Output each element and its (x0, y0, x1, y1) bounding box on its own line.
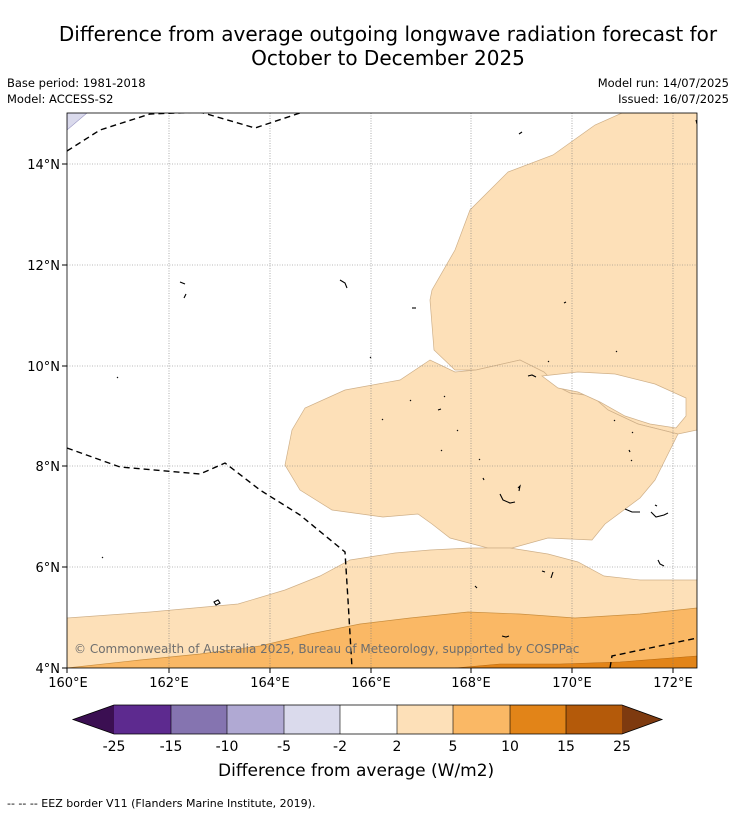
colorbar-label: -5 (277, 739, 291, 755)
colorbar-bin (340, 705, 397, 734)
colorbar-label: 2 (393, 739, 402, 755)
colorbar-under-arrow (73, 705, 114, 734)
meta-right: Model run: 14/07/2025 Issued: 16/07/2025 (598, 75, 729, 107)
colorbar-bin (453, 705, 510, 734)
colorbar-bin (171, 705, 227, 734)
colorbar-over-arrow (622, 705, 662, 734)
lon-tick-label: 162°E (149, 676, 189, 691)
lat-axis: 14°N 12°N 10°N 8°N 6°N 4°N (27, 158, 67, 677)
colorbar-label: 10 (501, 739, 519, 755)
colorbar-bin (397, 705, 453, 734)
colorbar-label: 5 (449, 739, 458, 755)
colorbar-label: -2 (333, 739, 347, 755)
colorbar-label: -25 (103, 739, 126, 755)
gridlines (67, 113, 697, 668)
lon-tick-label: 172°E (653, 676, 693, 691)
colorbar-bin (284, 705, 340, 734)
colorbar: -25 -15 -10 -5 -2 2 5 10 15 25 (71, 704, 664, 755)
lon-tick-label: 166°E (351, 676, 391, 691)
model-run: Model run: 14/07/2025 (597, 76, 729, 90)
map-title-line1: Difference from average outgoing longwav… (58, 22, 718, 46)
issued-date: Issued: 16/07/2025 (618, 92, 729, 106)
colorbar-label: 15 (557, 739, 575, 755)
colorbar-bin (510, 705, 566, 734)
lon-axis: 160°E 162°E 164°E 166°E 168°E 170°E 172°… (48, 668, 693, 691)
lon-tick-label: 160°E (48, 676, 88, 691)
lat-tick-label: 6°N (36, 561, 61, 576)
lon-tick-label: 170°E (552, 676, 592, 691)
contour-5-10 (67, 607, 697, 668)
model-name: Model: ACCESS-S2 (7, 92, 114, 106)
lat-tick-label: 10°N (27, 360, 60, 375)
contour-negative-corner (67, 113, 88, 131)
eez-borders (67, 113, 697, 668)
base-period: Base period: 1981-2018 (7, 76, 146, 90)
map-title-line2: October to December 2025 (251, 46, 525, 70)
lon-tick-label: 168°E (451, 676, 491, 691)
map-plot-area: © Commonwealth of Australia 2025, Bureau… (67, 113, 697, 668)
lat-tick-label: 4°N (36, 662, 61, 677)
colorbar-bin (566, 705, 622, 734)
copyright-notice: © Commonwealth of Australia 2025, Bureau… (74, 642, 579, 656)
contour-10-15 (454, 655, 697, 668)
colorbar-title: Difference from average (W/m2) (218, 761, 495, 781)
eez-legend-note: -- -- -- EEZ border V11 (Flanders Marine… (7, 797, 316, 810)
colorbar-label: 25 (613, 739, 631, 755)
contour-white-hole (541, 371, 687, 429)
map-title: Difference from average outgoing longwav… (0, 22, 736, 70)
islands (101, 119, 697, 638)
colorbar-label: -15 (160, 739, 183, 755)
colorbar-bin (227, 705, 284, 734)
colorbar-bin (114, 705, 171, 734)
map-frame (66, 112, 698, 669)
colorbar-label: -10 (216, 739, 239, 755)
meta-left: Base period: 1981-2018 Model: ACCESS-S2 (7, 75, 146, 107)
lat-tick-label: 14°N (27, 158, 60, 173)
lat-tick-label: 8°N (36, 460, 61, 475)
lon-tick-label: 164°E (250, 676, 290, 691)
lat-tick-label: 12°N (27, 259, 60, 274)
